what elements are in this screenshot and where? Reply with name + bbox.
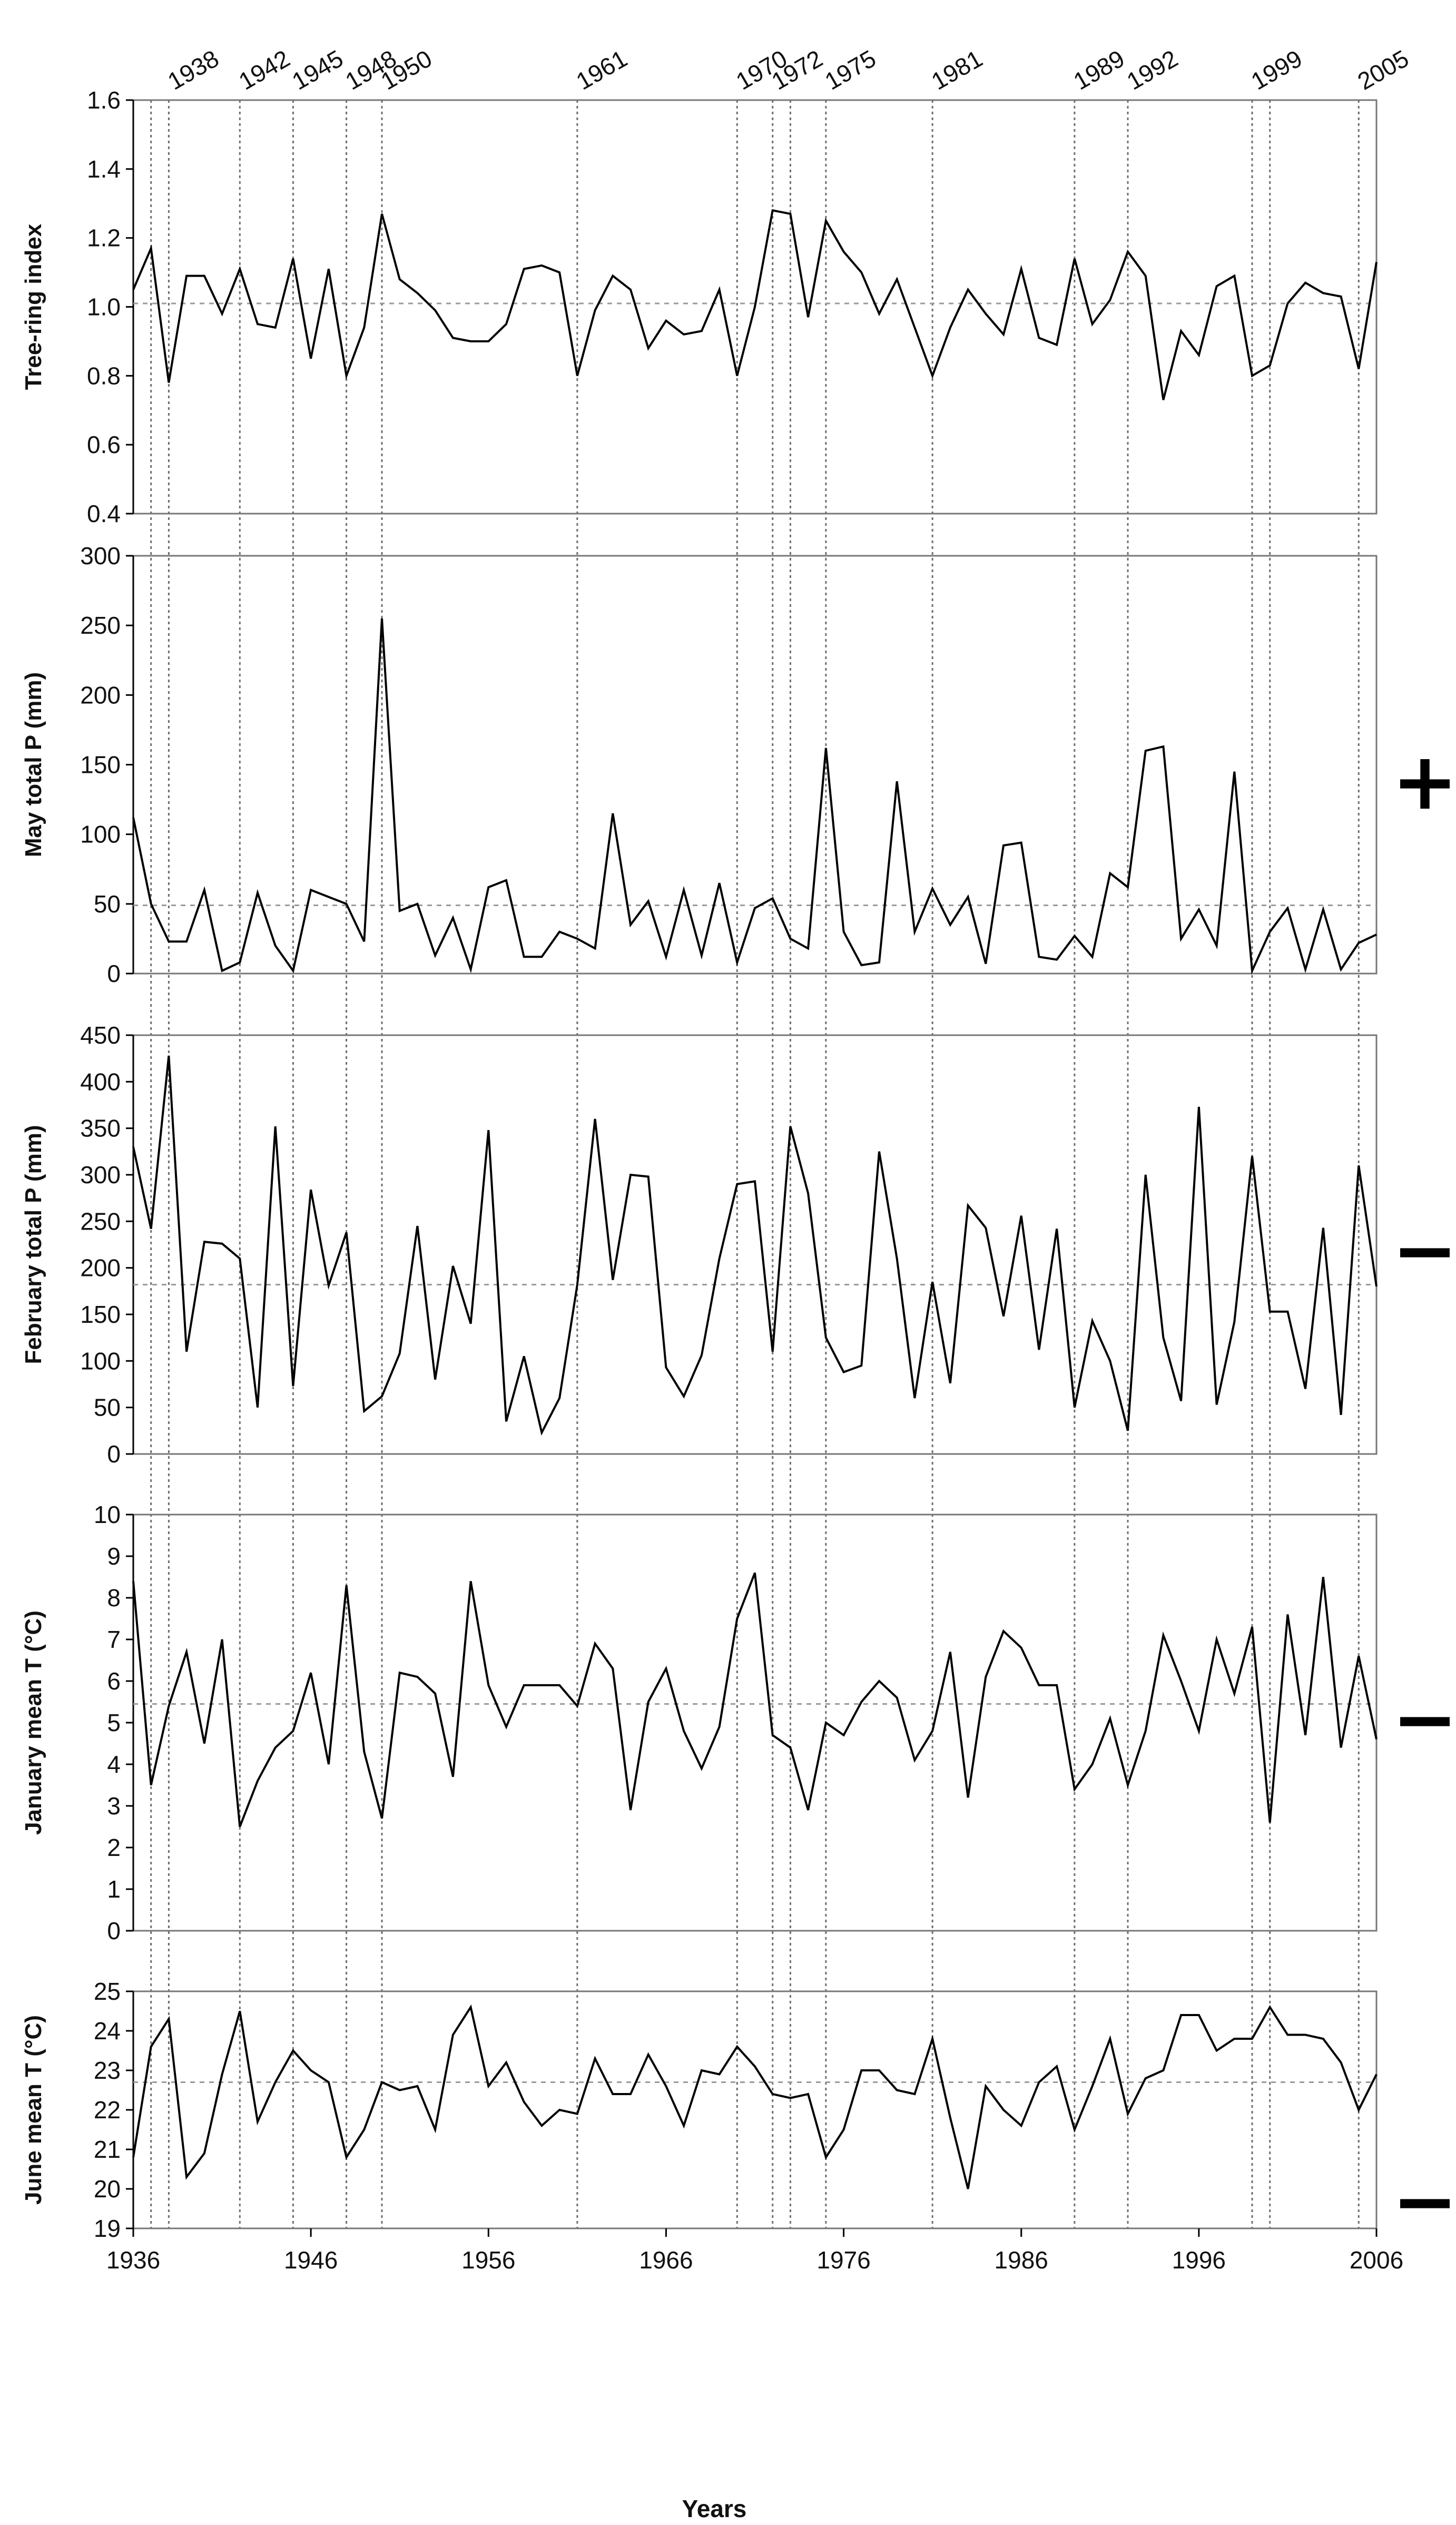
y-tick-label: 4 [107,1751,121,1778]
y-tick-label: 1.0 [87,293,121,321]
y-tick-label: 150 [80,751,121,779]
year-label-1961: 1961 [572,44,632,95]
y-tick-label: 25 [94,1978,121,2005]
y-tick-label: 1.6 [87,86,121,114]
year-label-1981: 1981 [927,44,987,95]
y-axis-title: Tree-ring index [21,223,46,390]
y-tick-label: 3 [107,1792,121,1820]
sign-indicator: − [1392,1674,1456,1765]
y-tick-label: 2 [107,1834,121,1861]
x-tick-label: 1946 [284,2246,338,2274]
x-tick-label: 1956 [461,2246,515,2274]
year-label-1975: 1975 [820,44,881,95]
y-tick-label: 250 [80,1207,121,1235]
y-tick-label: 1.2 [87,224,121,252]
panel-feb-precip: 0 50 100 150 200 250 300 350 400 450 February tota… [21,1021,1456,1468]
y-tick-label: 300 [80,542,121,569]
y-tick-label: 300 [80,1161,121,1188]
y-tick-label: 0 [107,1440,121,1468]
series-line-may-precip [132,618,1377,975]
y-tick-label: 0.8 [87,362,121,389]
year-label-1942: 1942 [234,44,294,95]
y-tick-label: 19 [94,2215,121,2242]
highlighted-year-markers [150,100,1360,2228]
year-label-1989: 1989 [1069,44,1129,95]
x-tick-label: 1976 [816,2246,870,2274]
y-tick-label: 1 [107,1875,121,1903]
panel-frame [132,1990,1378,2229]
year-label-2005: 2005 [1353,44,1413,95]
y-tick-label: 10 [94,1501,121,1528]
panel-tree-ring: 0.4 0.6 0.8 1.0 1.2 1.4 1.6 Tree-ring index [21,86,1378,527]
y-axis-title: May total P (mm) [21,672,46,857]
y-tick-label: 20 [94,2175,121,2203]
y-tick-label: 8 [107,1584,121,1612]
y-tick-label: 100 [80,1347,121,1374]
x-tick-label: 1966 [639,2246,693,2274]
y-tick-label: 350 [80,1115,121,1142]
y-tick-label: 6 [107,1667,121,1695]
sign-indicator: + [1392,736,1456,828]
y-tick-label: 50 [94,890,121,918]
y-tick-label: 0.6 [87,431,121,458]
y-tick-label: 21 [94,2136,121,2163]
y-tick-label: 100 [80,821,121,848]
x-axis: 1936 1946 1956 1966 1976 1986 1996 2006 [106,2228,1403,2274]
y-tick-label: 400 [80,1068,121,1095]
x-tick-label: 1986 [995,2246,1048,2274]
series-line-jun-temp [132,2004,1378,2189]
y-tick-label: 250 [80,612,121,639]
y-tick-label: 150 [80,1301,121,1328]
y-tick-label: 1.4 [87,155,121,183]
panel-jun-temp: 19 20 21 22 23 24 25 June mean T (°C) − [21,1978,1456,2247]
year-label-1938: 1938 [163,44,223,95]
x-tick-label: 1996 [1172,2246,1226,2274]
x-axis-title: Years [682,2495,747,2522]
year-label-1945: 1945 [287,44,348,95]
y-tick-label: 200 [80,681,121,709]
y-tick-label: 0.4 [87,500,121,527]
sign-indicator: − [1392,1205,1456,1296]
y-tick-label: 450 [80,1021,121,1049]
y-axis-title: February total P (mm) [21,1125,46,1364]
y-tick-label: 5 [107,1709,121,1736]
y-tick-label: 22 [94,2096,121,2124]
y-axis-title: June mean T (°C) [21,2015,46,2205]
year-label-1992: 1992 [1122,44,1183,95]
y-tick-label: 24 [94,2017,121,2045]
year-label-1999: 1999 [1246,44,1307,95]
panel-may-precip: 0 50 100 150 200 250 300 May total P (mm) + [21,542,1456,987]
panel-jan-temp: 0 1 2 3 4 5 6 7 8 9 10 January mean T (°C) − [21,1501,1456,1944]
y-tick-label: 23 [94,2057,121,2084]
y-tick-label: 9 [107,1542,121,1570]
x-tick-label: 2006 [1350,2246,1403,2274]
y-tick-label: 7 [107,1626,121,1653]
series-line-jan-temp [132,1572,1378,1828]
y-tick-label: 200 [80,1254,121,1282]
series-line-tree-ring [132,209,1378,400]
x-tick-label: 1936 [106,2246,160,2274]
y-tick-label: 0 [107,1917,121,1944]
y-axis-title: January mean T (°C) [21,1610,46,1835]
y-tick-label: 50 [94,1394,121,1421]
series-line-feb-precip [132,1055,1378,1436]
sign-indicator: − [1392,2156,1456,2247]
y-tick-label: 0 [107,960,121,987]
